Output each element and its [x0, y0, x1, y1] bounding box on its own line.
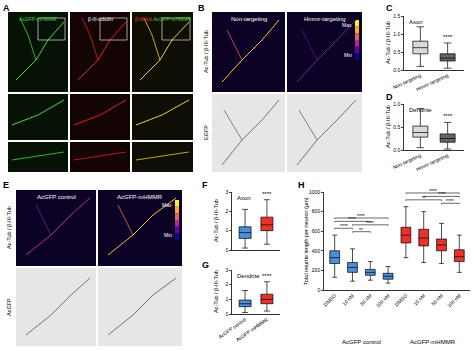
svg-text:DMSO: DMSO [322, 292, 337, 307]
svg-text:****: **** [429, 188, 437, 194]
svg-text:0.5: 0.5 [393, 49, 400, 55]
svg-text:100 nM: 100 nM [375, 293, 391, 309]
svg-text:Max: Max [162, 202, 172, 208]
svg-text:Dendrite: Dendrite [409, 107, 432, 113]
svg-text:3: 3 [225, 267, 228, 273]
svg-text:C: C [386, 3, 393, 13]
svg-text:Max: Max [342, 22, 352, 28]
svg-text:50 nM: 50 nM [359, 293, 373, 307]
svg-text:****: **** [340, 223, 348, 229]
svg-text:****: **** [443, 34, 453, 40]
svg-text:0.0: 0.0 [393, 67, 400, 73]
svg-text:Ac-Tub / β-III-Tub: Ac-Tub / β-III-Tub [385, 105, 391, 148]
svg-text:****: **** [262, 191, 272, 197]
svg-text:Hmmr-targeting: Hmmr-targeting [415, 152, 449, 172]
svg-text:Ac-Tub / β-III-Tub: Ac-Tub / β-III-Tub [213, 199, 219, 242]
svg-text:0.0: 0.0 [393, 147, 400, 153]
svg-text:Hmmr-targeting: Hmmr-targeting [415, 72, 449, 92]
svg-text:1.0: 1.0 [393, 101, 400, 107]
svg-text:200: 200 [312, 267, 321, 273]
svg-text:****: **** [366, 220, 374, 226]
svg-text:2: 2 [225, 281, 228, 287]
svg-text:B: B [198, 3, 205, 13]
svg-text:DMSO: DMSO [394, 292, 409, 307]
svg-text:****: **** [446, 198, 454, 204]
svg-text:AcGFP-mHMMR: AcGFP-mHMMR [117, 194, 163, 200]
svg-text:Total neurite length per neuro: Total neurite length per neuron (µm) [303, 197, 309, 285]
svg-text:AcGFP: AcGFP [6, 298, 12, 316]
svg-text:Axon: Axon [237, 195, 251, 201]
svg-text:D: D [386, 92, 393, 102]
svg-text:F: F [202, 180, 208, 190]
svg-text:2: 2 [225, 208, 228, 214]
svg-text:1: 1 [225, 296, 228, 302]
svg-text:Ac-Tub / β-III-Tub: Ac-Tub / β-III-Tub [385, 21, 391, 64]
svg-text:10 nM: 10 nM [341, 293, 355, 307]
svg-text:Non-targeting: Non-targeting [392, 72, 422, 90]
svg-text:Ac-Tub / β-III-Tub: Ac-Tub / β-III-Tub [203, 30, 209, 73]
svg-text:1: 1 [225, 227, 228, 233]
svg-text:AcGFP control: AcGFP control [217, 316, 247, 340]
svg-text:3: 3 [225, 189, 228, 195]
svg-text:****: **** [357, 213, 365, 219]
svg-text:0: 0 [225, 311, 228, 317]
svg-text:Axon: Axon [409, 19, 423, 25]
svg-text:****: **** [348, 216, 356, 222]
svg-text:Hmmr-targeting: Hmmr-targeting [304, 16, 346, 22]
svg-text:AcGFP-mHMMR: AcGFP-mHMMR [410, 339, 456, 345]
svg-text:E: E [3, 180, 9, 190]
svg-text:10 nM: 10 nM [412, 293, 426, 307]
svg-text:β-III-tub AcGFP-mHMMR: β-III-tub AcGFP-mHMMR [135, 16, 191, 22]
svg-text:50 nM: 50 nM [430, 293, 444, 307]
svg-text:Non-targeting: Non-targeting [392, 152, 422, 170]
svg-text:Ac-Tub / β-III-Tub: Ac-Tub / β-III-Tub [6, 206, 12, 249]
svg-text:**: ** [359, 227, 363, 233]
svg-text:AcGFP control: AcGFP control [37, 194, 76, 200]
svg-text:0: 0 [317, 287, 320, 293]
svg-text:AcGFP-mHMMR: AcGFP-mHMMR [19, 16, 57, 22]
svg-text:Dendrite: Dendrite [237, 273, 260, 279]
svg-text:1000: 1000 [309, 189, 320, 195]
svg-text:0: 0 [225, 247, 228, 253]
svg-text:G: G [202, 260, 209, 270]
svg-text:Ac-Tub / β-III-Tub: Ac-Tub / β-III-Tub [213, 270, 219, 313]
svg-text:400: 400 [312, 248, 321, 254]
svg-text:800: 800 [312, 208, 321, 214]
svg-text:100 nM: 100 nM [446, 293, 462, 309]
svg-text:1.0: 1.0 [393, 31, 400, 37]
svg-text:****: **** [262, 273, 272, 279]
svg-text:EGFP: EGFP [203, 125, 209, 140]
svg-text:Min: Min [164, 232, 172, 238]
svg-text:Non-targeting: Non-targeting [231, 16, 267, 22]
svg-text:600: 600 [312, 228, 321, 234]
svg-text:β-III-tubulin: β-III-tubulin [88, 16, 113, 22]
svg-text:**: ** [422, 195, 426, 201]
svg-text:Min: Min [344, 52, 352, 58]
svg-text:A: A [3, 3, 10, 13]
svg-text:0.5: 0.5 [393, 124, 400, 130]
svg-text:****: **** [443, 113, 453, 119]
svg-text:H: H [298, 180, 305, 190]
svg-text:AcGFP-mHMMR: AcGFP-mHMMR [235, 316, 269, 343]
svg-text:1.5: 1.5 [393, 13, 400, 19]
svg-text:****: **** [438, 191, 446, 197]
svg-text:AcGFP control: AcGFP control [342, 339, 381, 345]
